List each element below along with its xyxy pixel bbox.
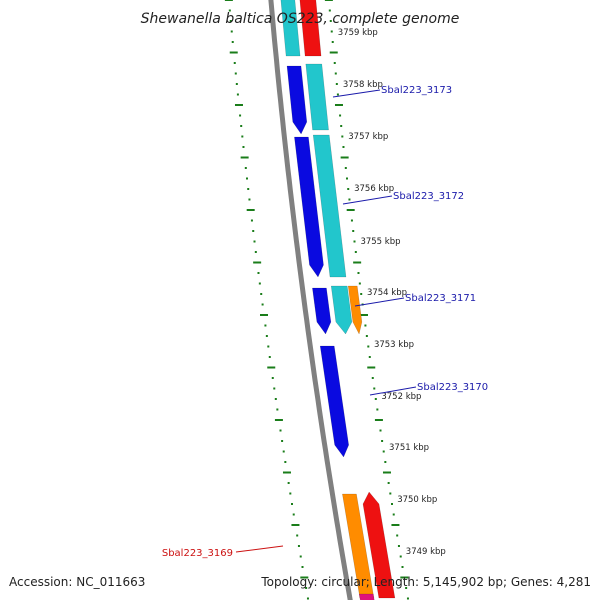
scale-label: 3750 kbp bbox=[397, 495, 437, 505]
gene-feature bbox=[312, 287, 332, 335]
gene-features bbox=[280, 0, 396, 600]
gene-feature bbox=[358, 593, 375, 600]
scale-label: 3749 kbp bbox=[406, 547, 446, 557]
gene-feature bbox=[319, 345, 349, 458]
leader-line bbox=[235, 545, 284, 553]
scale-labels: 3759 kbp 3758 kbp 3757 kbp 3756 kbp 3755 kbp… bbox=[338, 28, 446, 557]
scale-label: 3755 kbp bbox=[360, 237, 400, 247]
map-title: Shewanella baltica OS223, complete genom… bbox=[141, 11, 460, 27]
accession-text: Accession: NC_011663 bbox=[9, 575, 145, 589]
scale-label: 3757 kbp bbox=[348, 132, 388, 142]
scale-ticks bbox=[224, 0, 409, 600]
gene-feature bbox=[362, 491, 396, 599]
gene-label: Sbal223_3173 bbox=[381, 85, 452, 96]
gene-feature bbox=[294, 136, 324, 278]
leader-line bbox=[354, 297, 405, 307]
gene-feature bbox=[280, 0, 301, 57]
scale-label: 3752 kbp bbox=[381, 392, 421, 402]
scale-label: 3756 kbp bbox=[354, 184, 394, 194]
scale-label: 3751 kbp bbox=[389, 443, 429, 453]
scale-label: 3758 kbp bbox=[343, 80, 383, 90]
gene-label: Sbal223_3169 bbox=[162, 548, 233, 559]
gene-feature bbox=[305, 63, 329, 131]
genome-summary-text: Topology: circular; Length: 5,145,902 bp… bbox=[260, 575, 591, 589]
gene-feature bbox=[347, 285, 363, 335]
gene-feature bbox=[312, 134, 347, 278]
gene-label: Sbal223_3171 bbox=[405, 293, 476, 304]
gene-label: Sbal223_3170 bbox=[417, 382, 488, 393]
gene-feature bbox=[299, 0, 322, 57]
gene-labels: Sbal223_3173 Sbal223_3172 Sbal223_3171 Sbal… bbox=[162, 85, 488, 559]
scale-label: 3753 kbp bbox=[374, 340, 414, 350]
leader-line bbox=[332, 89, 381, 98]
scale-label: 3754 kbp bbox=[367, 288, 407, 298]
leader-line bbox=[369, 386, 417, 396]
gene-feature bbox=[330, 285, 353, 335]
gene-label: Sbal223_3172 bbox=[393, 191, 464, 202]
genome-backbone bbox=[268, 0, 353, 600]
scale-label: 3759 kbp bbox=[338, 28, 378, 38]
gene-feature bbox=[286, 65, 308, 135]
leader-line bbox=[342, 195, 393, 205]
